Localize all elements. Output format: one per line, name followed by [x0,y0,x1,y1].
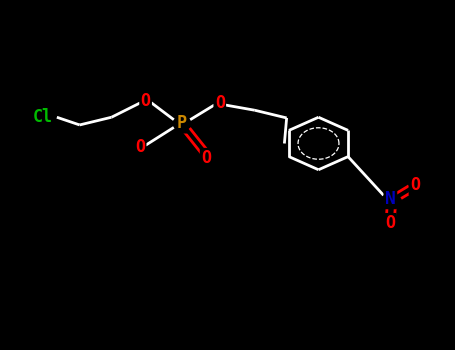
Text: O: O [141,92,151,110]
Text: O: O [215,94,225,112]
Text: O: O [385,214,395,232]
Text: P: P [177,114,187,132]
Text: O: O [201,149,211,167]
Text: O: O [410,176,420,195]
Text: N: N [385,190,396,208]
Text: Cl: Cl [33,108,53,126]
Text: O: O [135,138,145,156]
